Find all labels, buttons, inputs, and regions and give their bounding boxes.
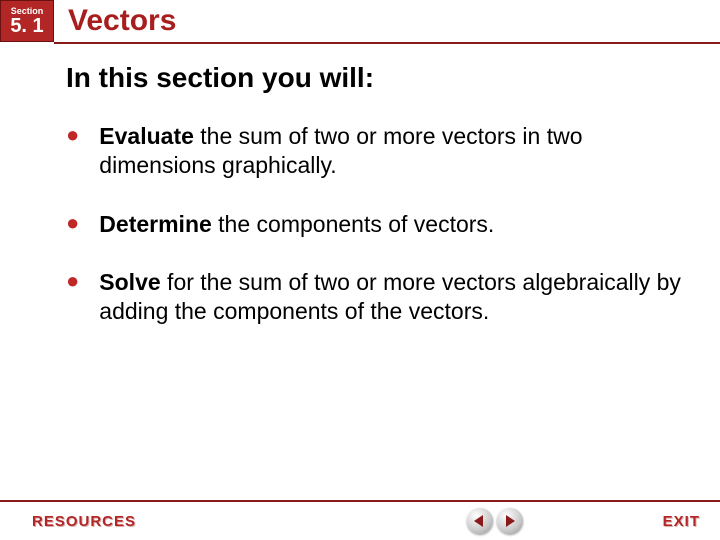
bullet-icon: ●: [66, 268, 79, 294]
objectives-list: ● Evaluate the sum of two or more vector…: [66, 122, 684, 326]
section-badge: Section 5. 1: [0, 0, 54, 42]
list-item: ● Determine the components of vectors.: [66, 210, 684, 239]
list-item: ● Evaluate the sum of two or more vector…: [66, 122, 684, 180]
list-item: ● Solve for the sum of two or more vecto…: [66, 268, 684, 326]
objective-rest: for the sum of two or more vectors algeb…: [99, 269, 681, 324]
objective-keyword: Determine: [99, 211, 211, 237]
objective-keyword: Evaluate: [99, 123, 194, 149]
objective-keyword: Solve: [99, 269, 160, 295]
chevron-left-icon: [474, 515, 483, 527]
bullet-icon: ●: [66, 210, 79, 236]
slide-footer: RESOURCES EXIT: [0, 500, 720, 540]
prev-button[interactable]: [467, 508, 493, 534]
bullet-icon: ●: [66, 122, 79, 148]
slide-content: In this section you will: ● Evaluate the…: [0, 44, 720, 326]
section-number: 5. 1: [10, 16, 43, 36]
chevron-right-icon: [506, 515, 515, 527]
resources-button[interactable]: RESOURCES: [32, 513, 136, 530]
section-heading: In this section you will:: [66, 62, 684, 94]
objective-text: Solve for the sum of two or more vectors…: [99, 268, 684, 326]
slide-header: Section 5. 1 Vectors: [0, 0, 720, 42]
objective-text: Determine the components of vectors.: [99, 210, 494, 239]
next-button[interactable]: [497, 508, 523, 534]
nav-buttons: [467, 508, 523, 534]
exit-button[interactable]: EXIT: [663, 513, 700, 530]
slide-title: Vectors: [54, 0, 720, 42]
objective-text: Evaluate the sum of two or more vectors …: [99, 122, 684, 180]
objective-rest: the components of vectors.: [212, 211, 495, 237]
